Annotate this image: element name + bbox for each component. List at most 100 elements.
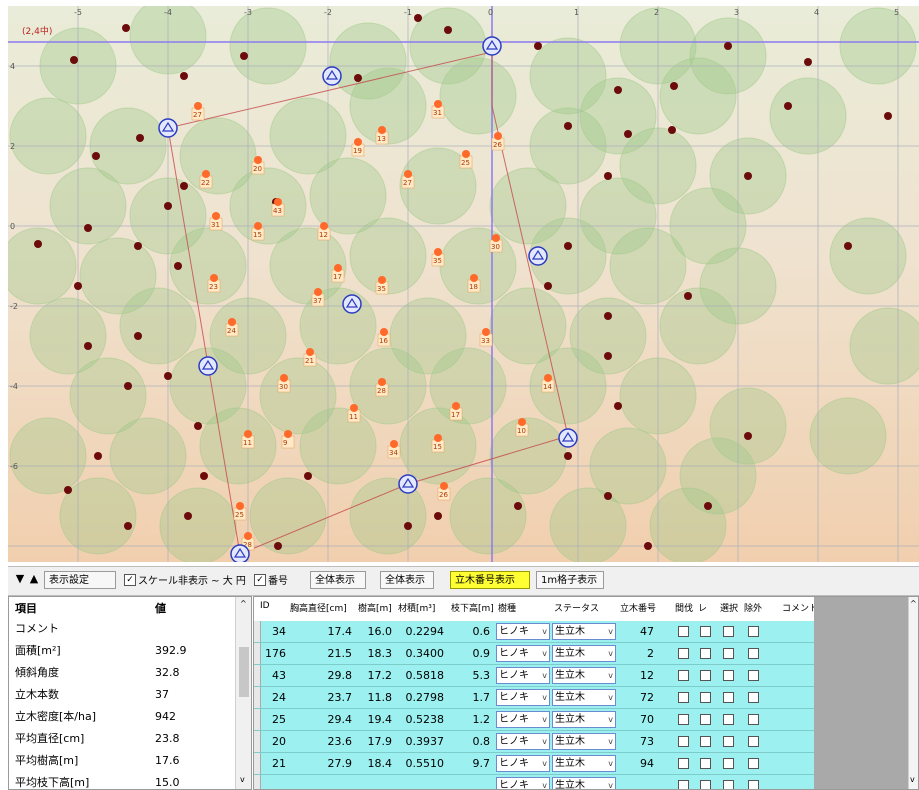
tree-marker-outside[interactable] — [844, 242, 852, 250]
survey-station-icon[interactable] — [528, 246, 548, 266]
cell-id[interactable]: 24 — [272, 691, 286, 704]
select-checkbox[interactable] — [723, 648, 734, 659]
select-checkbox[interactable] — [723, 692, 734, 703]
cell-crown[interactable]: 0.8 — [472, 735, 491, 748]
table-row[interactable]: 21 27.9 18.4 0.5510 9.7 ヒノキ v 生立木 v 94 — [254, 753, 814, 775]
tree-marker-inside[interactable] — [280, 374, 288, 382]
row-header[interactable] — [254, 709, 261, 730]
tree-marker-inside[interactable] — [482, 328, 490, 336]
table-header-11[interactable]: 除外 — [744, 604, 763, 614]
select-checkbox[interactable] — [723, 780, 734, 789]
scroll-up-icon[interactable]: ^ — [240, 599, 247, 608]
tree-marker-outside[interactable] — [544, 282, 552, 290]
table-header-4[interactable]: 枝下高[m] — [451, 604, 494, 614]
thinning-checkbox[interactable] — [678, 670, 689, 681]
species-select[interactable]: ヒノキ v — [496, 733, 550, 750]
tree-marker-outside[interactable] — [784, 102, 792, 110]
survey-station-icon[interactable] — [398, 474, 418, 494]
exclude-checkbox[interactable] — [748, 648, 759, 659]
le-checkbox[interactable] — [700, 780, 711, 789]
tree-marker-outside[interactable] — [884, 112, 892, 120]
tree-marker-inside[interactable] — [452, 402, 460, 410]
select-checkbox[interactable] — [723, 626, 734, 637]
status-select[interactable]: 生立木 v — [552, 623, 616, 640]
row-header[interactable] — [254, 753, 261, 774]
tree-marker-outside[interactable] — [404, 522, 412, 530]
row-header[interactable] — [254, 621, 261, 642]
tree-marker-outside[interactable] — [564, 122, 572, 130]
display-settings-button[interactable]: 表示設定 — [44, 571, 116, 589]
tree-marker-inside[interactable] — [306, 348, 314, 356]
tree-marker-outside[interactable] — [34, 240, 42, 248]
grid-1m-display-button[interactable]: 1m格子表示 — [536, 571, 604, 589]
cell-h[interactable]: 17.2 — [367, 669, 393, 682]
le-checkbox[interactable] — [700, 626, 711, 637]
le-checkbox[interactable] — [700, 670, 711, 681]
tree-marker-inside[interactable] — [378, 276, 386, 284]
tree-marker-outside[interactable] — [604, 352, 612, 360]
tree-marker-outside[interactable] — [136, 134, 144, 142]
cell-tree-number[interactable]: 73 — [640, 735, 654, 748]
tree-marker-outside[interactable] — [122, 24, 130, 32]
table-header-7[interactable]: 立木番号 — [620, 604, 657, 614]
cell-h[interactable]: 11.8 — [367, 691, 393, 704]
cell-h[interactable]: 17.9 — [367, 735, 393, 748]
summary-scrollbar-thumb[interactable] — [239, 647, 249, 697]
thinning-checkbox[interactable] — [678, 780, 689, 789]
species-select[interactable]: ヒノキ v — [496, 689, 550, 706]
tree-marker-outside[interactable] — [644, 542, 652, 550]
cell-crown[interactable]: 9.7 — [472, 757, 491, 770]
tree-marker-inside[interactable] — [492, 234, 500, 242]
thinning-checkbox[interactable] — [678, 758, 689, 769]
survey-station-icon[interactable] — [230, 544, 250, 562]
tree-marker-inside[interactable] — [210, 274, 218, 282]
table-header-12[interactable]: コメント — [782, 604, 819, 614]
table-header-2[interactable]: 樹高[m] — [358, 604, 392, 614]
tree-marker-outside[interactable] — [604, 172, 612, 180]
tree-number-display-button[interactable]: 立木番号表示 — [450, 571, 530, 589]
table-header-3[interactable]: 材積[m³] — [398, 604, 436, 614]
tree-marker-inside[interactable] — [350, 404, 358, 412]
status-select[interactable]: 生立木 v — [552, 645, 616, 662]
tree-marker-outside[interactable] — [684, 292, 692, 300]
cell-crown[interactable]: 1.2 — [472, 713, 491, 726]
tree-marker-outside[interactable] — [180, 182, 188, 190]
le-checkbox[interactable] — [700, 714, 711, 725]
tree-marker-outside[interactable] — [92, 152, 100, 160]
number-checkbox[interactable]: ✓ — [254, 574, 266, 586]
tree-marker-outside[interactable] — [84, 224, 92, 232]
table-row[interactable]: 176 21.5 18.3 0.3400 0.9 ヒノキ v 生立木 v 2 — [254, 643, 814, 665]
tree-marker-inside[interactable] — [254, 156, 262, 164]
status-select[interactable]: 生立木 v — [552, 689, 616, 706]
row-header[interactable] — [254, 775, 261, 789]
tree-marker-inside[interactable] — [470, 274, 478, 282]
tree-marker-outside[interactable] — [514, 502, 522, 510]
tree-marker-outside[interactable] — [724, 42, 732, 50]
collapse-down-button[interactable]: ▼ — [15, 572, 25, 585]
tree-marker-outside[interactable] — [604, 492, 612, 500]
tree-marker-outside[interactable] — [94, 452, 102, 460]
table-row[interactable]: 34 17.4 16.0 0.2294 0.6 ヒノキ v 生立木 v 47 — [254, 621, 814, 643]
stand-map-canvas[interactable]: -5 -4 -3 -2 -1 0 1 2 3 4 5 4 2 0 -2 -4 -6 (2,4中) 31 13 19 26 2… — [8, 6, 919, 562]
thinning-checkbox[interactable] — [678, 648, 689, 659]
species-select[interactable]: ヒノキ v — [496, 645, 550, 662]
cell-h[interactable]: 18.4 — [367, 757, 393, 770]
table-header-5[interactable]: 樹種 — [498, 604, 517, 614]
tree-marker-inside[interactable] — [212, 212, 220, 220]
species-select[interactable]: ヒノキ v — [496, 755, 550, 772]
cell-id[interactable]: 25 — [272, 713, 286, 726]
tree-marker-outside[interactable] — [304, 472, 312, 480]
tree-marker-inside[interactable] — [380, 328, 388, 336]
cell-vol[interactable]: 0.5238 — [405, 713, 445, 726]
cell-tree-number[interactable]: 72 — [640, 691, 654, 704]
exclude-checkbox[interactable] — [748, 780, 759, 789]
tree-marker-inside[interactable] — [378, 378, 386, 386]
table-header-1[interactable]: 胸高直径[cm] — [290, 604, 347, 614]
tree-marker-inside[interactable] — [440, 482, 448, 490]
all-display-button[interactable]: 全体表示 — [380, 571, 434, 589]
tree-marker-outside[interactable] — [164, 202, 172, 210]
tree-marker-outside[interactable] — [744, 172, 752, 180]
cell-crown[interactable]: 0.6 — [472, 625, 491, 638]
cell-crown[interactable]: 0.9 — [472, 647, 491, 660]
thinning-checkbox[interactable] — [678, 736, 689, 747]
